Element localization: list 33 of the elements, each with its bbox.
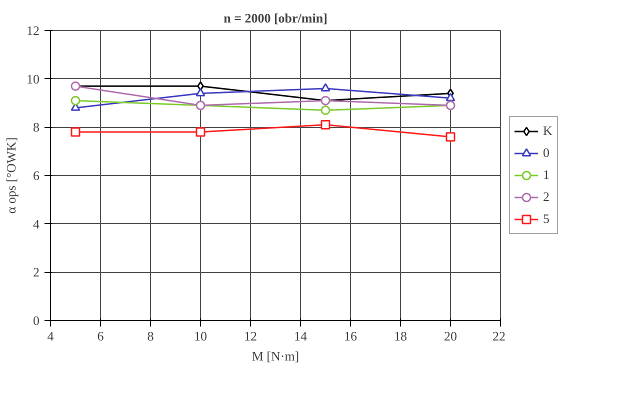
y-tick-label: 10 (26, 71, 40, 86)
x-tick-label: 8 (147, 328, 154, 344)
point (196, 88, 206, 96)
x-tick-label: 20 (444, 328, 457, 344)
x-tick-label: 4 (47, 328, 54, 344)
x-tick-label: 22 (492, 328, 506, 344)
point (70, 127, 80, 137)
x-tick-label: 14 (294, 328, 308, 344)
point (320, 106, 330, 115)
legend-label: 0 (543, 145, 550, 161)
point (446, 132, 456, 142)
point (70, 96, 80, 106)
y-tick-label: 0 (33, 313, 40, 328)
legend-label: 1 (543, 167, 550, 183)
x-tick-label: 12 (244, 328, 257, 344)
y-tick-label: 12 (26, 23, 40, 38)
chart-title: n = 2000 [obr/min] (224, 10, 328, 26)
y-tick-label: 4 (33, 216, 40, 232)
x-tick-label: 10 (194, 328, 207, 344)
y-tick-label: 8 (33, 120, 40, 135)
x-tick-label: 6 (97, 328, 104, 344)
legend-label: 5 (543, 211, 550, 227)
x-tick-label: 18 (394, 328, 407, 344)
y-axis-title: α ops [°OWK] (4, 137, 18, 214)
x-axis-title: M [N·m] (252, 348, 300, 364)
x-tick-label: 16 (344, 328, 358, 344)
point (320, 83, 330, 92)
y-tick-label: 6 (33, 168, 40, 183)
y-tick-label: 2 (33, 264, 40, 280)
point (320, 120, 330, 130)
legend-label: K (543, 123, 553, 139)
point (196, 127, 206, 137)
legend-label: 2 (543, 189, 550, 205)
